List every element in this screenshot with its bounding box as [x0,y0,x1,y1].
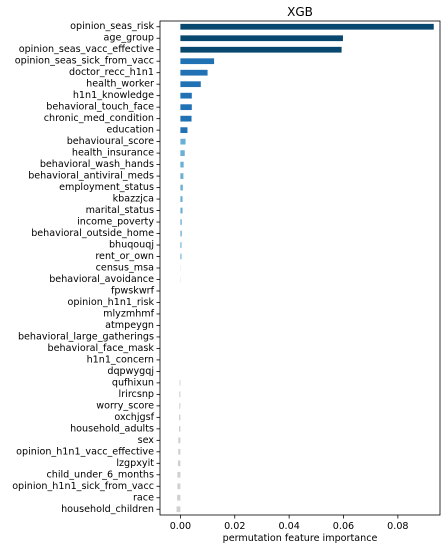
y-tick-label: behavioral_face_mask [48,343,155,354]
bar-oxchjgsf [179,414,181,421]
y-tick-label: fpwskwrf [111,285,155,296]
y-tick-label: h1n1_concern [87,354,154,365]
x-tick-label: 0.00 [170,521,191,532]
bar-rent_or_own [180,253,182,260]
y-tick-label: household_children [61,504,154,515]
y-tick-label: opinion_h1n1_vacc_effective [16,446,154,457]
y-tick-label: doctor_recc_h1n1 [69,67,154,78]
y-tick-label: behavioral_large_gatherings [18,331,154,342]
y-tick-label: rent_or_own [95,251,154,262]
y-tick-label: health_worker [86,79,154,90]
y-tick-label: census_msa [96,263,154,274]
bar-marital_status [180,207,183,214]
bar-lrircsnp [179,391,181,398]
y-tick-label: race [133,492,154,503]
bar-doctor_recc_h1n1 [180,69,208,76]
y-tick-label: chronic_med_condition [44,113,154,124]
plot-area [176,23,434,513]
y-tick-label: behavioral_antiviral_meds [28,171,154,182]
bar-behavioral_outside_home [180,230,182,237]
bar-chronic_med_condition [180,115,192,122]
y-tick-label: employment_status [59,182,154,193]
x-tick-label: 0.04 [278,521,299,532]
bar-h1n1_knowledge [180,92,192,99]
y-tick-label: education [106,125,154,136]
y-tick-label: child_under_6_months [46,469,154,480]
y-tick-label: marital_status [86,205,154,216]
y-tick-label: behavioral_touch_face [46,102,154,113]
x-tick-label: 0.06 [333,521,354,532]
y-tick-label: opinion_seas_vacc_effective [19,44,154,55]
bar-opinion_h1n1_sick_from_vacc [177,483,181,490]
y-tick-label: mlyzmhmf [103,308,154,319]
bar-behavioral_antiviral_meds [180,173,184,179]
y-tick-label: opinion_seas_risk [70,21,154,32]
y-tick-label: opinion_h1n1_sick_from_vacc [12,481,154,492]
y-tick-label: oxchjgsf [114,412,154,423]
bar-qufhixun [179,380,181,386]
bar-health_worker [180,81,201,88]
y-tick-label: qufhixun [112,377,154,388]
y-tick-label: opinion_h1n1_risk [68,297,155,308]
bar-opinion_seas_risk [180,23,434,30]
y-tick-label: lrircsnp [119,389,154,400]
y-tick-label: opinion_seas_sick_from_vacc [15,56,154,67]
y-tick-label: worry_score [96,400,154,411]
y-tick-label: dqpwygqj [107,366,154,377]
bar-worry_score [179,402,181,409]
bar-household_adults [179,425,181,432]
bar-opinion_h1n1_vacc_effective [178,448,181,455]
bar-lzgpxyit [177,460,181,467]
x-tick-label: 0.02 [224,521,245,532]
y-tick-label: age_group [103,33,154,44]
y-tick-label: behavioral_avoidance [49,274,154,285]
chart-title: XGB [287,5,313,19]
y-tick-label: behavioural_score [67,136,154,147]
bar-sex [178,437,181,444]
y-tick-label: h1n1_knowledge [73,90,154,101]
y-tick-label: kbazzjca [113,194,154,205]
bar-health_insurance [180,150,185,156]
y-tick-label: behavioral_outside_home [31,228,154,239]
bar-kbazzjca [180,196,183,202]
bar-behavioural_score [180,138,186,145]
x-axis-label: permutation feature importance [223,533,378,544]
y-axis: opinion_seas_riskage_groupopinion_seas_v… [12,21,160,515]
y-tick-label: health_insurance [72,148,154,159]
bar-behavioral_wash_hands [180,161,184,168]
bar-age_group [180,35,343,42]
plot-frame [159,20,441,516]
bar-race [177,494,181,501]
bar-behavioral_touch_face [180,104,192,111]
bar-child_under_6_months [177,471,181,478]
x-axis: 0.00 0.02 0.04 0.06 0.08 [170,515,409,532]
y-tick-label: sex [138,435,155,446]
y-tick-label: bhuqouqj [109,240,154,251]
bar-opinion_seas_sick_from_vacc [180,58,215,65]
bar-opinion_seas_vacc_effective [180,46,342,53]
bar-bhuqouqj [180,242,182,248]
y-tick-label: behavioral_wash_hands [40,159,154,170]
bar-education [180,127,188,134]
x-tick-label: 0.08 [387,521,408,532]
bar-employment_status [180,184,183,191]
y-tick-label: atmpeygn [105,320,154,331]
y-tick-label: household_adults [70,423,154,434]
y-tick-label: income_poverty [77,217,154,228]
bar-income_poverty [180,219,182,225]
bar-household_children [176,506,181,513]
y-tick-label: lzgpxyit [116,458,154,469]
